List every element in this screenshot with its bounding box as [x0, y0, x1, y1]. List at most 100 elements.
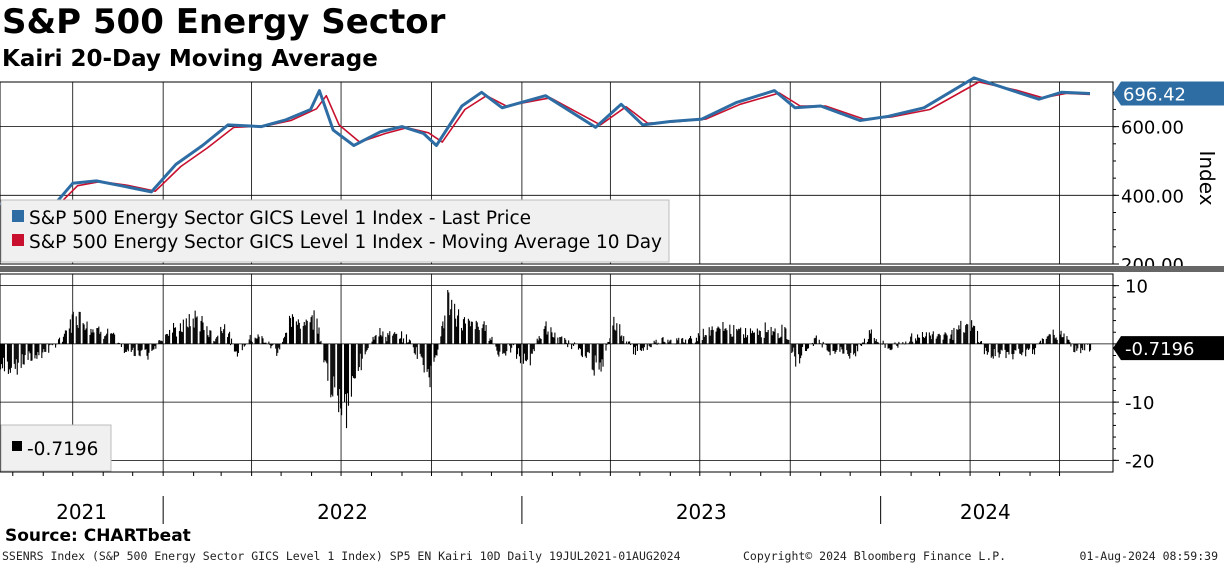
kairi-bar — [832, 343, 834, 352]
kairi-bar — [966, 323, 968, 344]
kairi-bar — [454, 303, 456, 344]
kairi-bar — [795, 343, 797, 367]
kairi-bar — [608, 342, 610, 344]
kairi-bar — [9, 343, 11, 373]
kairi-bar — [807, 343, 810, 349]
kairi-bar — [973, 325, 975, 344]
x-axis: 2021 2022 2023 2024 — [12, 472, 1061, 524]
kairi-bar — [251, 341, 253, 344]
kairi-bar — [206, 326, 208, 344]
kairi-bar — [1080, 343, 1082, 354]
kairi-bar — [771, 335, 773, 344]
kairi-bar — [154, 343, 156, 346]
kairi-bar — [114, 334, 116, 344]
kairi-bar — [1068, 339, 1070, 344]
kairi-bar — [447, 289, 449, 344]
kairi-bar — [785, 328, 787, 344]
panel-divider[interactable] — [0, 266, 1224, 272]
kairi-bar — [464, 323, 466, 344]
kairi-bar — [269, 343, 271, 345]
kairi-bar — [399, 338, 401, 344]
kairi-bar — [1041, 338, 1043, 344]
kairi-bar — [469, 326, 471, 344]
kairi-bar — [97, 328, 99, 344]
kairi-bar — [420, 343, 422, 357]
kairi-bar — [743, 334, 745, 344]
kairi-bar — [1, 343, 4, 369]
kairi-bar — [375, 334, 377, 344]
kairi-bar — [455, 318, 457, 344]
kairi-bar — [179, 323, 181, 344]
kairi-bar — [284, 336, 286, 344]
kairi-bar — [669, 340, 671, 344]
kairi-bar — [1081, 343, 1083, 349]
kairi-bar — [804, 343, 807, 351]
kairi-panel: -0.7196 10 -10 -20 -0.7196 — [0, 273, 1224, 473]
kairi-bar — [585, 343, 587, 358]
kairi-bar — [812, 343, 814, 346]
last-kairi-badge — [1113, 336, 1224, 361]
kairi-bar — [1020, 343, 1022, 354]
kairi-bar — [717, 326, 719, 344]
kairi-bar — [91, 332, 93, 344]
kairi-bar — [82, 323, 84, 344]
kairi-bar — [254, 337, 256, 344]
kairi-bar — [451, 299, 453, 344]
kairi-bar — [977, 342, 980, 344]
kairi-bar — [236, 343, 238, 357]
kairi-bar — [525, 343, 527, 362]
kairi-bar — [161, 340, 163, 344]
kairi-bar — [489, 338, 491, 344]
kairi-bar — [159, 340, 161, 344]
chart-subtitle: Kairi 20-Day Moving Average — [2, 46, 378, 72]
kairi-bar — [192, 318, 194, 344]
kairi-bar — [593, 343, 595, 376]
kairi-bar — [278, 343, 280, 348]
kairi-bar — [290, 326, 293, 344]
kairi-bar — [842, 343, 844, 354]
kairi-bar — [295, 321, 297, 344]
kairi-bar — [155, 343, 157, 349]
kairi-bar — [387, 333, 389, 344]
kairi-bar — [344, 343, 346, 402]
kairi-bar — [288, 315, 291, 344]
kairi-bar — [922, 337, 925, 344]
kairi-bar — [434, 343, 436, 358]
kairi-bar — [193, 327, 195, 344]
kairi-bar — [98, 326, 100, 344]
kairi-bar — [220, 326, 222, 344]
kairi-bar — [202, 322, 204, 344]
kairi-bar — [770, 326, 772, 344]
kairi-bar — [661, 337, 663, 344]
kairi-bar — [35, 343, 37, 356]
kairi-bar — [626, 341, 628, 344]
kairi-bar — [1055, 337, 1057, 344]
kairi-bar — [662, 337, 664, 344]
kairi-bar — [778, 338, 780, 344]
kairi-bar — [629, 341, 631, 344]
kairi-bar — [1000, 343, 1002, 350]
kairi-bar — [805, 343, 808, 352]
kairi-bar — [744, 337, 746, 344]
kairi-bar — [891, 343, 893, 350]
kairi-bar — [244, 343, 246, 346]
kairi-bar — [111, 333, 113, 344]
kairi-bar — [8, 343, 10, 370]
kairi-bar — [118, 343, 121, 344]
kairi-bar — [688, 337, 691, 344]
kairi-bar — [298, 322, 300, 344]
kairi-bar — [849, 343, 851, 359]
price-legend-box — [0, 199, 670, 263]
x-axis-year-label: 2023 — [676, 500, 727, 524]
kairi-bar — [764, 322, 766, 344]
kairi-bar — [134, 343, 136, 357]
kairi-bar — [341, 343, 343, 416]
kairi-bar — [430, 343, 432, 366]
kairi-bar — [63, 333, 65, 344]
kairi-bar — [763, 337, 765, 344]
kairi-bar — [242, 343, 244, 345]
kairi-bar — [723, 330, 725, 344]
kairi-bar — [463, 317, 466, 344]
kairi-bar — [55, 343, 57, 348]
kairi-bar — [131, 343, 133, 351]
